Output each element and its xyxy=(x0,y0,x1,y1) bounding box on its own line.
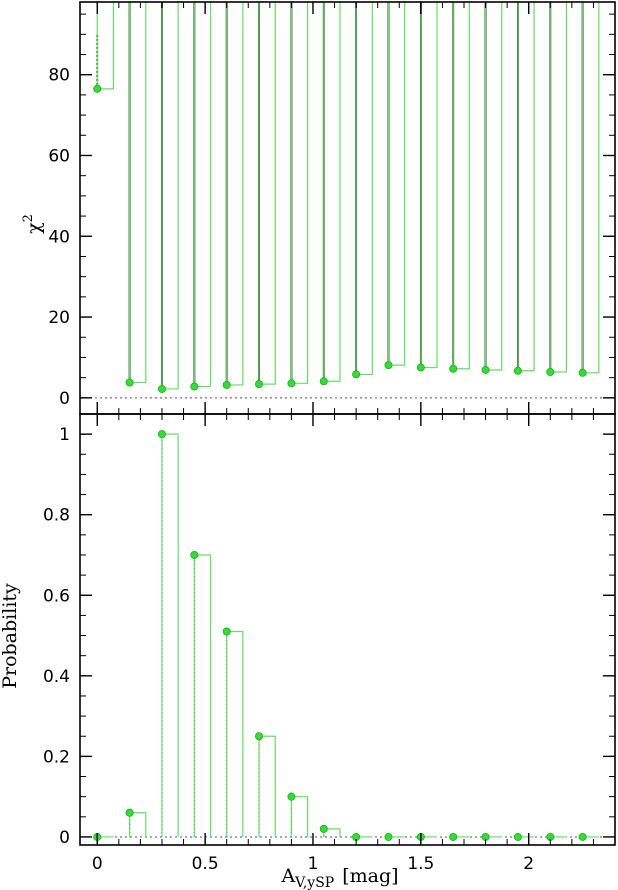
chi-symbol: χ xyxy=(23,222,45,234)
top-step-7 xyxy=(323,2,341,382)
top-data-point-5 xyxy=(255,380,264,389)
bot-data-point-3 xyxy=(190,550,199,559)
bottom-plot-frame xyxy=(79,413,616,846)
top-data-point-3 xyxy=(190,382,199,391)
top-data-point-0 xyxy=(93,84,102,93)
xtick-label-3: 1.5 xyxy=(407,854,434,874)
top-ytick-label-4: 80 xyxy=(48,66,70,86)
x-axis-label-main: A xyxy=(280,865,295,887)
top-step-11 xyxy=(452,2,470,370)
top-ytick-label-0: 0 xyxy=(59,389,70,409)
bot-data-point-9 xyxy=(384,832,393,841)
x-axis-label-sub: V,ySP xyxy=(294,875,334,890)
top-data-point-15 xyxy=(578,368,587,377)
top-step-13 xyxy=(517,2,535,372)
top-step-15 xyxy=(582,2,600,374)
top-data-points xyxy=(93,84,587,393)
top-x-ticks xyxy=(96,2,616,414)
bottom-data-points xyxy=(93,430,587,841)
bot-step-6 xyxy=(290,796,309,837)
bot-step-2 xyxy=(161,433,179,837)
bot-ytick-label-2: 0.4 xyxy=(43,667,70,687)
top-y-axis-label: χ2 xyxy=(21,214,45,234)
top-step-1 xyxy=(129,2,147,384)
bot-step-4 xyxy=(226,630,244,837)
top-plot-frame xyxy=(79,1,616,415)
bot-data-point-2 xyxy=(157,430,166,439)
top-data-point-12 xyxy=(481,365,490,374)
xtick-label-2: 1 xyxy=(308,854,319,874)
top-data-point-4 xyxy=(222,380,231,389)
bottom-y-axis-label: Probability xyxy=(0,583,21,689)
bot-ytick-label-3: 0.6 xyxy=(43,586,70,606)
bot-ytick-label-0: 0 xyxy=(59,828,70,848)
top-step-3 xyxy=(193,2,212,388)
bot-step-3 xyxy=(193,554,212,837)
bot-data-point-11 xyxy=(449,832,458,841)
top-ytick-label-1: 20 xyxy=(48,308,70,328)
bottom-y-ticks: 0 0.2 0.4 0.6 0.8 1 xyxy=(43,425,615,848)
x-axis-label: AV,ySP [mag] xyxy=(280,865,398,890)
top-step-10 xyxy=(420,2,438,369)
top-data-point-13 xyxy=(513,366,522,375)
bot-data-point-6 xyxy=(287,792,296,801)
bot-ytick-label-5: 1 xyxy=(59,425,70,445)
top-data-point-1 xyxy=(125,378,134,387)
bot-ytick-label-1: 0.2 xyxy=(43,747,70,767)
top-step-2 xyxy=(161,2,179,390)
bot-data-point-15 xyxy=(578,832,587,841)
top-data-point-14 xyxy=(546,367,555,376)
chi-square-panel: 0 20 40 60 80 χ2 xyxy=(21,1,616,415)
top-data-point-7 xyxy=(319,377,328,386)
top-data-point-11 xyxy=(449,364,458,373)
xtick-label-0: 0 xyxy=(92,854,103,874)
bot-step-7 xyxy=(323,828,341,837)
top-step-6 xyxy=(290,2,309,384)
top-step-14 xyxy=(549,2,568,373)
bot-step-1 xyxy=(129,812,147,837)
top-step-8 xyxy=(355,2,373,376)
bot-data-point-5 xyxy=(255,732,264,741)
bot-ytick-label-4: 0.8 xyxy=(43,506,70,526)
xtick-label-1: 0.5 xyxy=(192,854,219,874)
top-data-point-10 xyxy=(416,363,425,372)
top-data-point-6 xyxy=(287,379,296,388)
bot-step-5 xyxy=(258,735,276,837)
top-ytick-label-2: 40 xyxy=(48,227,70,247)
chi-superscript: 2 xyxy=(21,214,36,222)
top-y-ticks: 0 20 40 60 80 xyxy=(48,13,615,409)
top-step-9 xyxy=(387,2,406,366)
xtick-label-4: 2 xyxy=(523,854,534,874)
bot-data-point-7 xyxy=(319,824,328,833)
bottom-step-outlines xyxy=(97,433,599,838)
probability-panel: 0 0.2 0.4 0.6 0.8 1 0 0.5 1 1.5 2 Probability AV,… xyxy=(0,413,616,890)
top-data-point-8 xyxy=(352,370,361,379)
bot-data-point-4 xyxy=(222,627,231,636)
top-step-outlines xyxy=(96,2,600,390)
bottom-x-ticks: 0 0.5 1 1.5 2 xyxy=(92,414,616,874)
bot-data-point-13 xyxy=(513,832,522,841)
top-data-point-9 xyxy=(384,361,393,370)
top-step-12 xyxy=(484,2,503,371)
top-step-0 xyxy=(96,2,115,90)
top-step-4 xyxy=(226,2,244,386)
top-ytick-label-3: 60 xyxy=(48,146,70,166)
bot-data-point-1 xyxy=(125,808,134,817)
x-axis-label-unit: [mag] xyxy=(342,865,398,887)
top-data-point-2 xyxy=(157,384,166,393)
top-step-5 xyxy=(258,2,276,385)
